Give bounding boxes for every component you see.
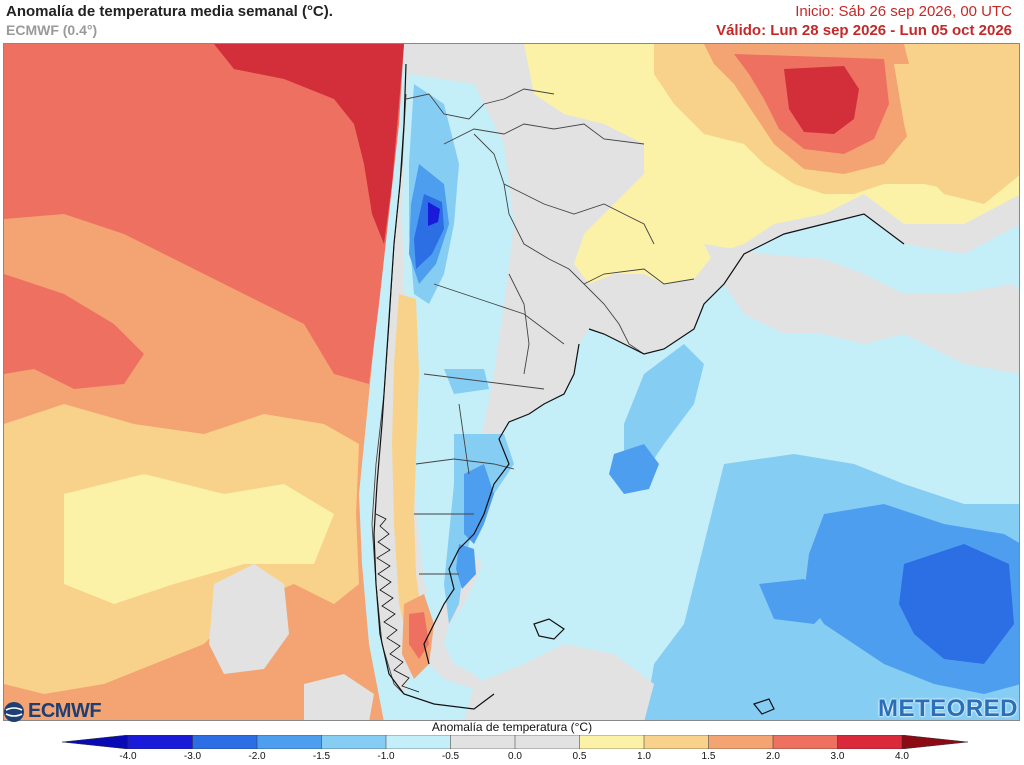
coastlines — [373, 63, 905, 715]
brazil-dark-red — [784, 66, 859, 134]
atlantic-blue-3 — [759, 579, 834, 624]
brazil-right-yellow — [894, 64, 1019, 204]
atlantic-blue-2 — [609, 444, 659, 494]
colorbar-swatch — [192, 734, 258, 750]
colorbar-ticks: -4.0 -3.0 -2.0 -1.5 -1.0 -0.5 0.0 0.5 1.0 1.5 2.0 3… — [0, 751, 1024, 765]
southern-fjords — [375, 513, 420, 693]
colorbar-swatches — [61, 734, 969, 750]
colorbar-tick-label: 0.5 — [572, 751, 587, 762]
colorbar-swatch — [772, 734, 839, 750]
colorbar-swatch — [127, 734, 194, 750]
colorbar-tick-label: 2.0 — [766, 751, 780, 762]
colorbar-tick-label: 3.0 — [830, 751, 845, 762]
ecmwf-globe-icon — [4, 701, 24, 722]
cuyo-light-blue — [444, 369, 489, 394]
model-label: ECMWF (0.4°) — [6, 22, 98, 38]
pacific-red-zone — [4, 44, 404, 384]
colorbar-tick-label: 4.0 — [895, 751, 909, 762]
colorbar-swatch — [579, 734, 645, 750]
pacific-gray-patch-2 — [304, 674, 374, 720]
colorbar-swatch — [514, 734, 581, 750]
atlantic-gray-patch-2 — [704, 244, 1019, 374]
atlantic-light-blue — [624, 344, 704, 474]
map-title: Anomalía de temperatura media semanal (°… — [6, 3, 333, 20]
atlantic-gray-patch — [464, 644, 654, 720]
colorbar-min-cap — [61, 734, 129, 750]
country-borders — [371, 88, 695, 695]
colorbar-tick-label: -0.5 — [441, 751, 460, 762]
colorbar-tick-label: -3.0 — [183, 751, 202, 762]
ecmwf-logo: ECMWF — [3, 700, 102, 723]
valid-range: Válido: Lun 28 sep 2026 - Lun 05 oct 202… — [716, 22, 1012, 39]
colorbar-swatch — [643, 734, 710, 750]
pacific-red-zone-2 — [4, 274, 144, 389]
colorbar-swatch — [837, 734, 903, 750]
patagonia-blue-2 — [456, 544, 476, 589]
colorbar-tick-label: 1.5 — [701, 751, 716, 762]
colorbar-tick-label: -1.0 — [377, 751, 395, 762]
continent-land — [372, 44, 1019, 694]
south-chile-red — [409, 612, 429, 659]
colorbar-swatch — [385, 734, 452, 750]
colorbar-tick-label: -4.0 — [119, 751, 137, 762]
colorbar-swatch — [321, 734, 387, 750]
colorbar-tick-label: 0.0 — [508, 751, 522, 762]
pacific-light-yellow — [64, 474, 334, 604]
colorbar-swatch — [450, 734, 516, 750]
colorbar-tick-label: -2.0 — [248, 751, 266, 762]
andes-darkest-blue — [428, 202, 440, 226]
pacific-dark-red — [214, 44, 404, 244]
colorbar-max-cap — [901, 734, 969, 750]
colorbar-tick-label: -1.5 — [312, 751, 331, 762]
colorbar-swatch — [708, 734, 774, 750]
colorbar-title: Anomalía de temperatura (°C) — [431, 720, 593, 734]
meteored-logo: METEORED — [877, 695, 1018, 722]
colorbar-swatch — [256, 734, 323, 750]
patagonia-blue — [464, 464, 494, 544]
atlantic-deep-blue — [899, 544, 1014, 664]
pacific-gray-patch — [209, 564, 289, 674]
anomaly-map — [3, 43, 1020, 721]
colorbar-tick-label: 1.0 — [637, 751, 651, 762]
colorbar — [61, 734, 969, 754]
init-time: Inicio: Sáb 26 sep 2026, 00 UTC — [795, 3, 1012, 20]
ecmwf-wordmark: ECMWF — [28, 700, 102, 722]
chile-warm-strip — [392, 294, 424, 644]
map-canvas — [4, 44, 1019, 720]
